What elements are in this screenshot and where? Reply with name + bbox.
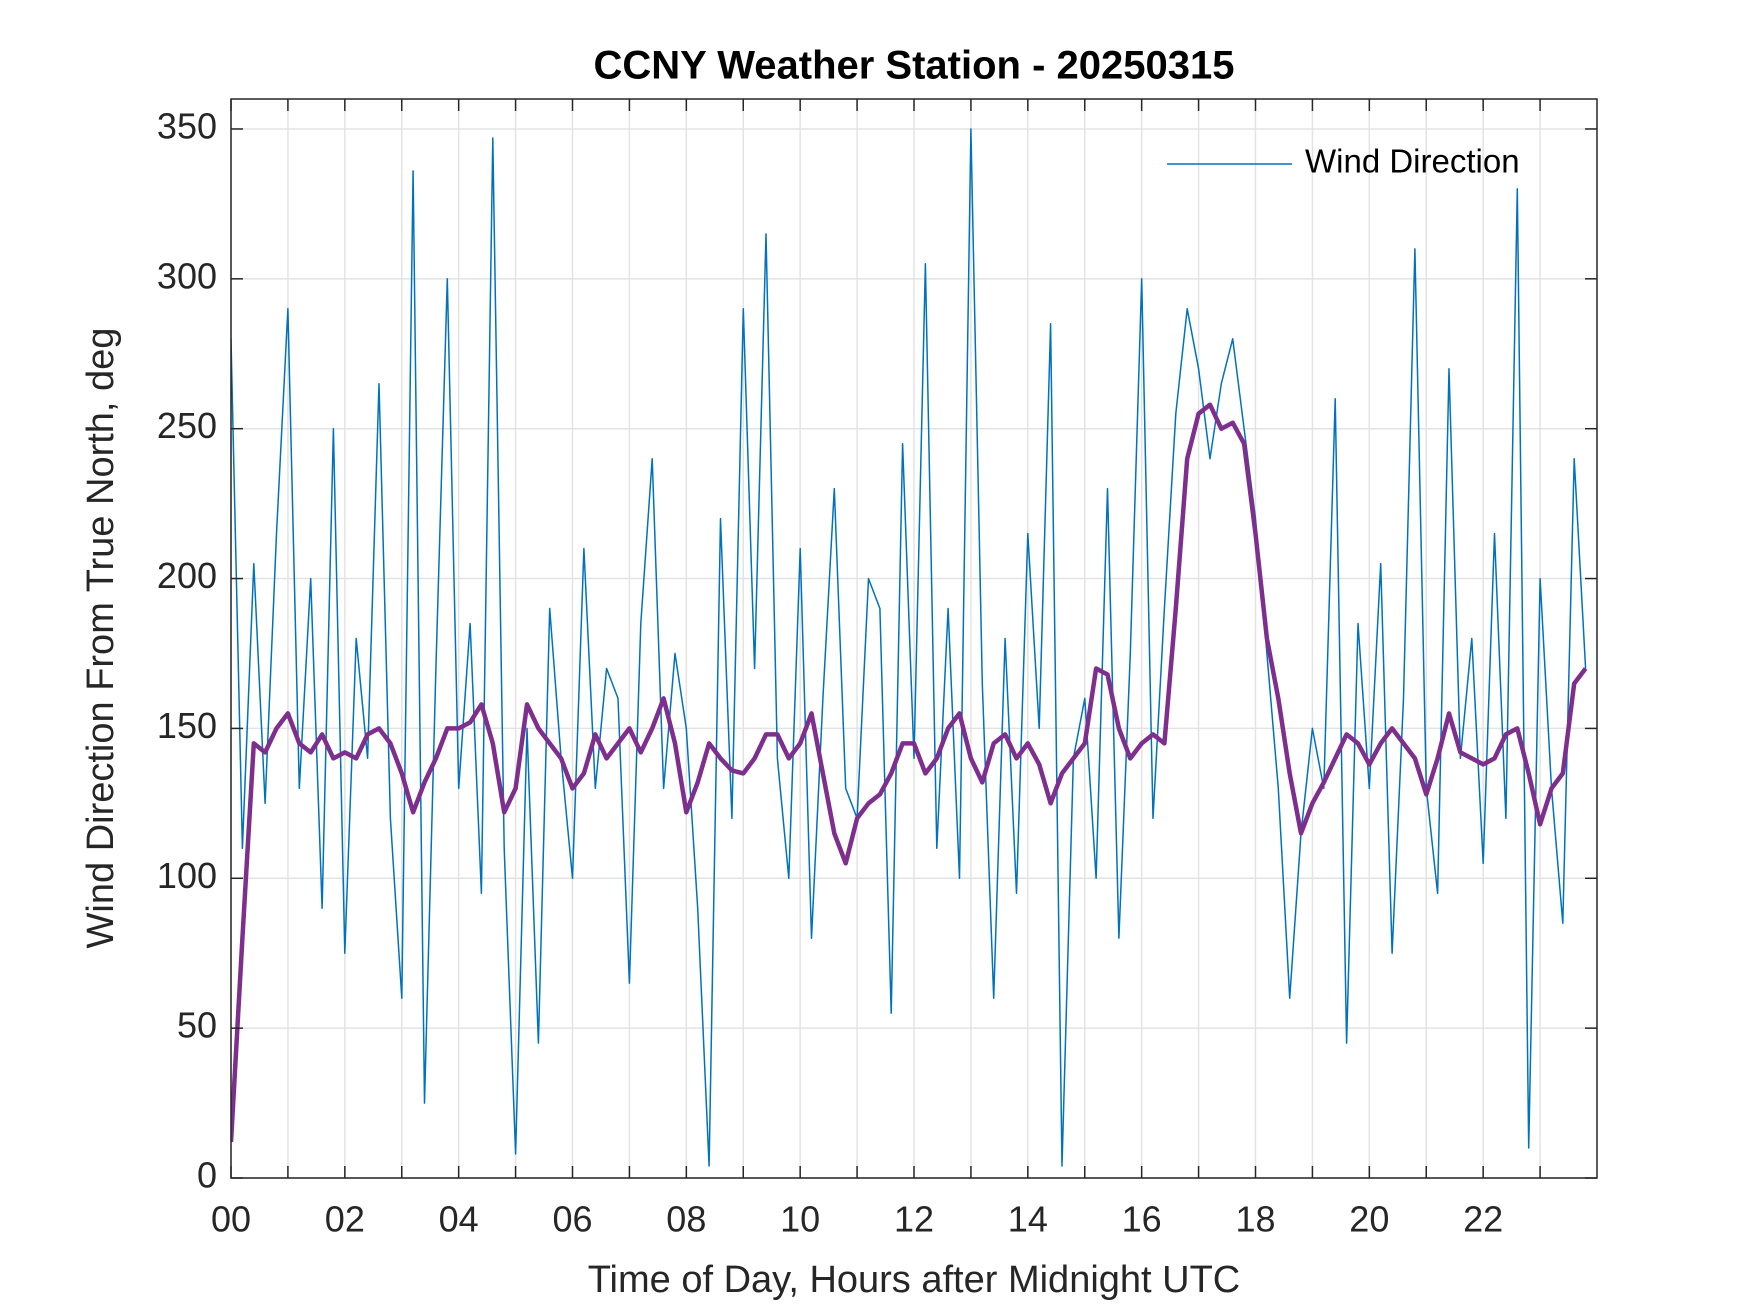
x-tick-label: 12 bbox=[894, 1199, 934, 1240]
chart-title: CCNY Weather Station - 20250315 bbox=[594, 44, 1235, 88]
x-tick-label: 10 bbox=[780, 1199, 820, 1240]
y-tick-label: 0 bbox=[197, 1155, 217, 1196]
x-tick-label: 00 bbox=[211, 1199, 251, 1240]
x-tick-label: 06 bbox=[552, 1199, 592, 1240]
y-tick-label: 350 bbox=[157, 105, 217, 146]
x-tick-label: 14 bbox=[1008, 1199, 1048, 1240]
x-tick-label: 08 bbox=[666, 1199, 706, 1240]
data-line bbox=[231, 402, 1588, 1143]
y-tick-label: 250 bbox=[157, 405, 217, 446]
y-tick-label: 300 bbox=[157, 255, 217, 296]
x-tick-label: 20 bbox=[1349, 1199, 1389, 1240]
x-tick-label: 04 bbox=[439, 1199, 479, 1240]
y-axis-label: Wind Direction From True North, deg bbox=[80, 328, 122, 949]
x-tick-label: 16 bbox=[1122, 1199, 1162, 1240]
legend-label: Wind Direction bbox=[1305, 143, 1520, 180]
data-line bbox=[231, 128, 1587, 1167]
y-tick-label: 50 bbox=[177, 1005, 217, 1046]
x-tick-label: 02 bbox=[325, 1199, 365, 1240]
y-tick-label: 200 bbox=[157, 555, 217, 596]
x-tick-label: 18 bbox=[1235, 1199, 1275, 1240]
x-axis-label: Time of Day, Hours after Midnight UTC bbox=[588, 1259, 1241, 1301]
y-tick-label: 100 bbox=[157, 855, 217, 896]
y-tick-label: 150 bbox=[157, 705, 217, 746]
x-tick-label: 22 bbox=[1463, 1199, 1503, 1240]
